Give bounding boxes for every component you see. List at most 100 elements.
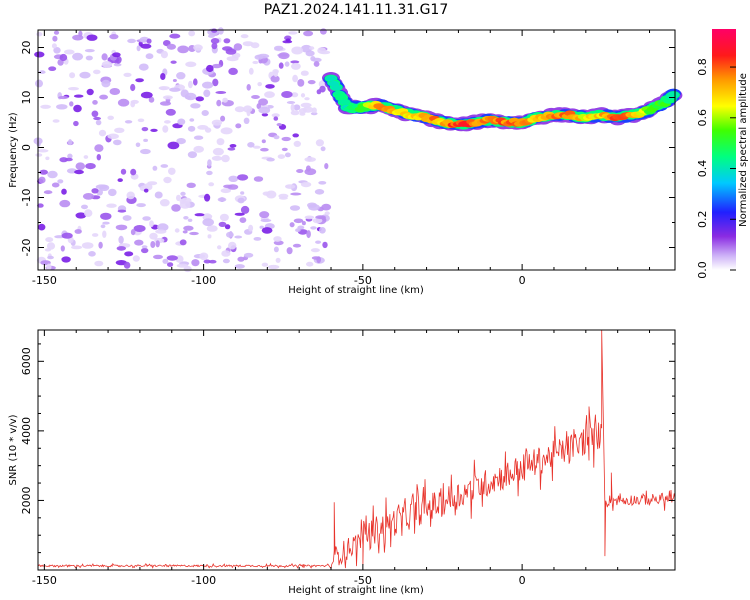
noise-blob [311,107,317,114]
noise-blob [289,205,301,211]
spectrogram-frame [37,29,676,271]
noise-blob [300,102,312,108]
noise-blob [204,127,212,133]
noise-blob [122,215,132,221]
y-tick-label: -10 [20,189,33,207]
noise-blob [308,204,320,211]
noise-blob [182,230,188,234]
noise-blob [188,30,196,37]
noise-blob [237,174,249,181]
noise-blob [169,33,181,39]
noise-blob [303,30,314,37]
y-tick-label: 10 [20,91,33,105]
noise-blob [149,232,158,240]
noise-blob [141,245,148,249]
colorbar-tick-label: 0.4 [696,160,709,178]
noise-blob [315,215,326,220]
noise-blob [154,191,163,199]
noise-blob [46,242,56,250]
noise-blob [75,162,86,170]
noise-blob [288,31,298,35]
noise-blob [132,255,140,262]
noise-blob [45,156,50,161]
noise-blob [215,91,227,94]
noise-blob [324,163,329,170]
x-tick-label: -150 [32,274,57,287]
noise-blob [177,118,186,126]
noise-blob [234,212,245,216]
noise-blob [202,81,214,89]
noise-blob [243,117,250,125]
noise-blob [167,262,174,267]
noise-blob [140,91,153,99]
noise-blob [193,145,204,153]
noise-blob [224,224,231,230]
noise-blob [211,119,223,126]
noise-blob [163,176,172,184]
noise-blob [212,63,222,69]
noise-blob [117,178,123,183]
noise-blob [312,217,323,224]
noise-blob [172,79,177,82]
noise-blob [304,97,310,101]
noise-blob [317,47,327,54]
noise-blob [101,53,108,61]
noise-blob [206,225,218,232]
noise-blob [202,218,214,227]
noise-blob [141,127,149,132]
noise-blob [113,63,122,67]
ridge-segment [325,75,337,82]
noise-blob [146,38,152,44]
noise-blob [284,61,290,67]
noise-blob [207,234,212,239]
noise-blob [64,49,75,55]
noise-blob [286,101,296,104]
noise-blob [75,212,87,219]
noise-blob [102,230,107,238]
noise-blob [242,41,254,47]
noise-blob [252,60,259,65]
noise-blob [188,80,193,89]
noise-blob [150,241,156,248]
noise-blob [289,222,295,228]
noise-blob [210,38,220,44]
noise-blob [298,108,307,114]
noise-blob [285,38,291,42]
noise-blob [258,98,269,106]
noise-blob [300,181,312,188]
colorbar-label: Normalized spectral amplitude [738,73,749,227]
spectrogram-y-label: Frequency (Hz) [8,112,19,188]
noise-blob [37,203,44,208]
noise-blob [273,246,279,253]
noise-blob [217,27,224,35]
noise-blob [36,32,43,37]
noise-blob [234,264,245,269]
noise-blob [301,221,306,226]
noise-blob [264,91,275,98]
noise-blob [227,147,236,151]
noise-blob [267,264,280,270]
noise-blob [174,228,180,233]
noise-blob [300,70,309,76]
noise-blob [94,260,104,267]
noise-blob [292,243,302,248]
noise-blob [185,61,197,68]
noise-blob [310,56,316,62]
noise-blob [61,256,71,263]
noise-blob [51,43,57,49]
noise-blob [300,93,306,98]
noise-blob [51,182,60,188]
noise-blob [229,144,237,148]
noise-blob [310,226,317,230]
noise-blob [293,140,301,147]
noise-blob [52,119,60,123]
noise-blob [253,237,262,241]
noise-blob [275,257,281,263]
noise-blob [212,78,219,87]
noise-blob [73,104,82,113]
noise-blob [108,188,117,197]
noise-blob [248,67,254,75]
noise-blob [191,259,200,267]
noise-blob [193,78,198,86]
